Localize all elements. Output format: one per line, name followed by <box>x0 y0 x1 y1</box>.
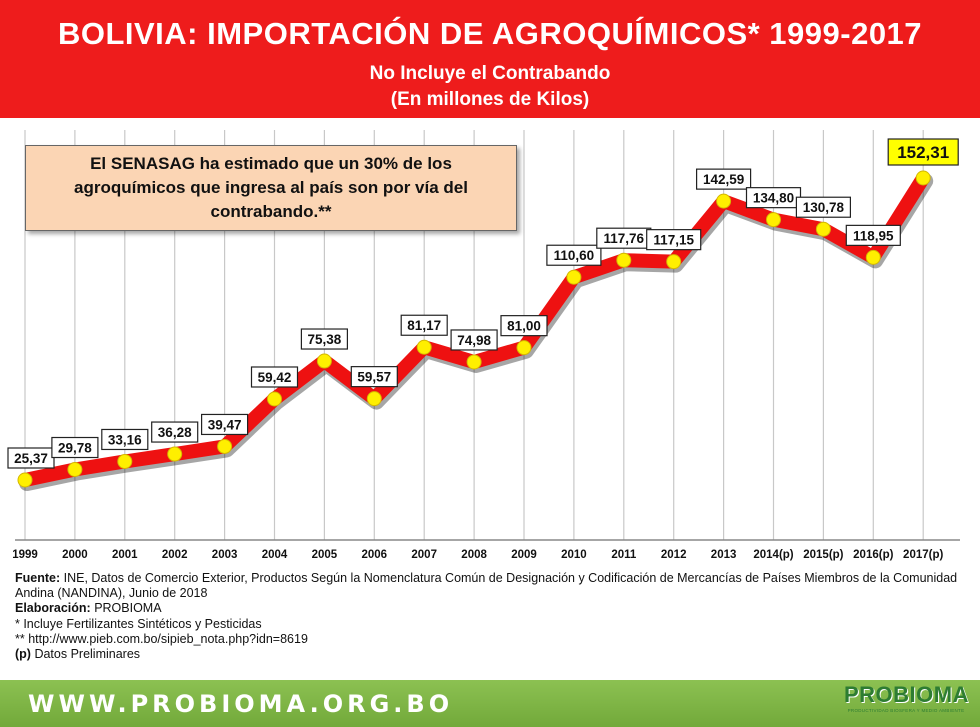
x-tick-label: 2015(p) <box>803 549 843 561</box>
data-point <box>217 438 233 454</box>
x-tick-label: 2000 <box>62 549 88 561</box>
data-point <box>366 391 382 407</box>
x-tick-label: 2008 <box>461 549 487 561</box>
data-point <box>516 340 532 356</box>
data-point <box>466 354 482 370</box>
data-label: 117,76 <box>604 231 645 246</box>
data-label-box <box>546 244 602 266</box>
data-point <box>17 472 33 488</box>
data-point <box>716 193 732 209</box>
fuente-text: INE, Datos de Comercio Exterior, Product… <box>15 571 958 601</box>
x-tick-label: 2006 <box>362 549 388 561</box>
logo-tagline: PRODUCTIVIDAD BIOSFERA Y MEDIO AMBIENTE <box>847 708 965 713</box>
data-label-box <box>300 328 348 350</box>
data-point <box>616 252 632 268</box>
data-label-box <box>450 329 498 351</box>
page-title: BOLIVIA: IMPORTACIÓN DE AGROQUÍMICOS* 19… <box>57 16 923 51</box>
data-label: 59,57 <box>357 370 391 385</box>
data-label: 75,38 <box>308 332 342 347</box>
x-tick-label: 2017(p) <box>903 549 943 561</box>
units-subtitle: (En millones de Kilos) <box>390 89 590 110</box>
footnote-3-text: Datos Preliminares <box>30 647 141 662</box>
x-tick-label: 2001 <box>112 549 138 561</box>
x-tick-label: 2007 <box>411 549 437 561</box>
probioma-logo: PROBIOMA PRODUCTIVIDAD BIOSFERA Y MEDIO … <box>844 682 969 726</box>
senasag-note-box: El SENASAG ha estimado que un 30% de los… <box>25 145 517 231</box>
fuente-label: Fuente: <box>15 571 61 585</box>
footnote-3-label: (p) <box>15 647 31 662</box>
data-point <box>117 453 133 469</box>
data-label-box <box>400 314 448 336</box>
data-point <box>416 339 432 355</box>
footnote-1: * Incluye Fertilizantes Sintéticos y Pes… <box>15 616 262 631</box>
data-label-box <box>845 224 901 246</box>
line-chart: 1999 2000 2001 2002 2003 2004 2005 2006 2007 2008… <box>7 130 960 561</box>
data-label: 25,37 <box>14 451 48 466</box>
x-tick-label: 2013 <box>711 549 737 561</box>
x-tick-label: 2016(p) <box>853 549 893 561</box>
data-label: 59,42 <box>258 370 292 385</box>
elaboracion-text: PROBIOMA <box>90 601 162 616</box>
data-label: 36,28 <box>158 425 192 440</box>
footnote-2: ** http://www.pieb.com.bo/sipieb_nota.ph… <box>15 631 308 646</box>
x-tick-label: 2012 <box>661 549 687 561</box>
subtitle: No Incluye el Contrabando <box>369 63 611 84</box>
data-point <box>915 170 931 186</box>
data-label-box <box>646 229 702 251</box>
x-tick-label: 2011 <box>611 549 637 561</box>
data-label: 130,78 <box>803 200 845 215</box>
data-label-box <box>795 196 852 218</box>
x-tick-label: 1999 <box>12 549 38 561</box>
data-label: 152,31 <box>897 143 949 162</box>
data-point <box>666 254 682 270</box>
website-link[interactable]: WWW.PROBIOMA.ORG.BO <box>28 690 454 718</box>
data-label-box <box>51 436 99 459</box>
data-label-box <box>250 366 299 388</box>
elaboracion-label: Elaboración: <box>15 601 91 616</box>
data-label-box <box>201 413 249 436</box>
data-label: 74,98 <box>457 333 491 348</box>
data-label-box <box>101 428 149 451</box>
data-point <box>865 249 881 265</box>
data-label: 39,47 <box>208 417 242 432</box>
data-point <box>267 391 282 407</box>
x-tick-label: 2010 <box>561 549 587 561</box>
data-label-box <box>500 315 548 337</box>
x-tick-label: 2004 <box>262 549 288 561</box>
data-label: 142,59 <box>703 172 744 187</box>
data-label: 110,60 <box>554 248 595 263</box>
data-label: 134,80 <box>753 191 794 206</box>
data-point <box>67 462 83 478</box>
x-tick-label: 2003 <box>212 549 238 561</box>
data-label: 81,17 <box>407 318 441 333</box>
data-label: 118,95 <box>853 228 894 243</box>
data-label-box <box>151 421 199 443</box>
data-point <box>566 269 582 285</box>
data-label-box <box>695 168 752 190</box>
data-label-box <box>350 366 398 388</box>
x-tick-label: 2005 <box>312 549 338 561</box>
data-label: 117,15 <box>653 233 694 248</box>
data-label: 81,00 <box>507 319 541 334</box>
data-point <box>316 353 332 369</box>
x-tick-label: 2009 <box>511 549 537 561</box>
data-point <box>766 212 781 228</box>
source-notes: Fuente: INE, Datos de Comercio Exterior,… <box>15 571 965 662</box>
x-tick-label: 2002 <box>162 549 188 561</box>
logo-text: PROBIOMA <box>844 682 969 707</box>
data-label: 29,78 <box>58 441 92 456</box>
title-banner: BOLIVIA: IMPORTACIÓN DE AGROQUÍMICOS* 19… <box>0 0 980 118</box>
x-tick-label: 2014(p) <box>753 549 793 561</box>
data-point <box>815 221 831 237</box>
data-label-box <box>887 138 959 166</box>
footer-bar: WWW.PROBIOMA.ORG.BO PROBIOMA PRODUCTIVID… <box>0 680 980 727</box>
data-label: 33,16 <box>108 432 142 447</box>
data-point <box>167 446 183 462</box>
